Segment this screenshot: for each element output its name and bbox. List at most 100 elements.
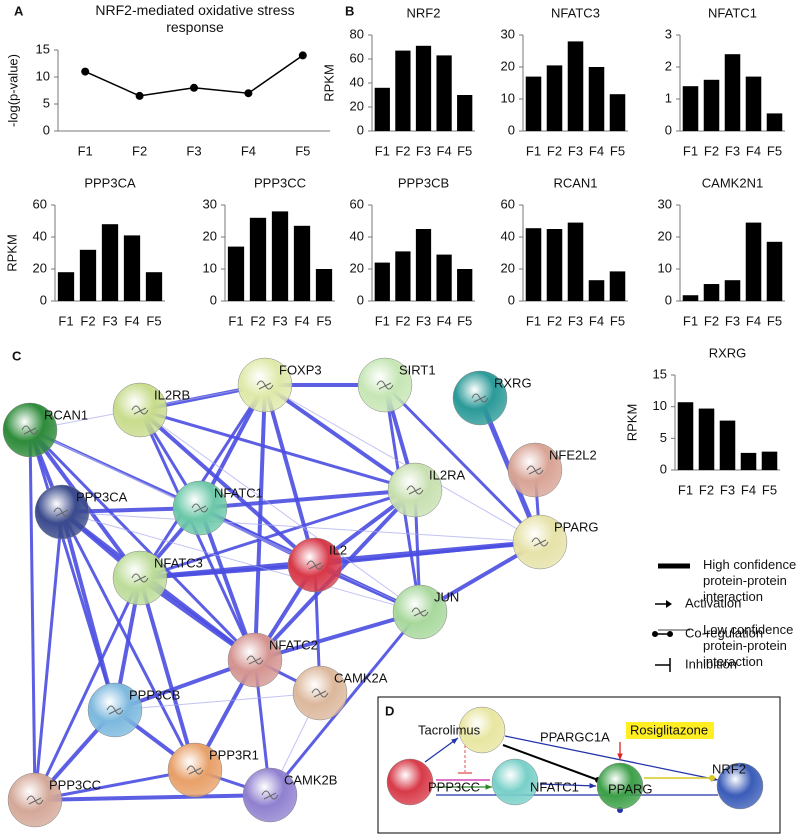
protein-structure xyxy=(311,688,329,698)
x-tick-label: F1 xyxy=(678,482,693,497)
bar xyxy=(101,224,119,301)
y-tick-label: 60 xyxy=(501,196,515,211)
interaction-edge xyxy=(34,793,271,802)
y-tick-label: 15 xyxy=(653,366,667,381)
x-tick-label: F5 xyxy=(767,313,782,328)
y-tick-label: 20 xyxy=(501,58,515,73)
pathway-label: PPARG xyxy=(608,781,653,796)
y-tick-label: 60 xyxy=(350,196,364,211)
point xyxy=(244,89,253,98)
y-tick-label: 60 xyxy=(350,50,364,65)
chart-title: PPP3CA xyxy=(84,175,136,190)
x-tick-label: F5 xyxy=(762,482,777,497)
y-tick-label: 1 xyxy=(665,90,672,105)
point xyxy=(298,51,307,60)
y-axis-label: RPKM xyxy=(321,64,336,102)
y-tick-label: 10 xyxy=(658,260,672,275)
x-tick-label: F2 xyxy=(250,313,265,328)
y-tick-label: 10 xyxy=(501,90,515,105)
x-tick-label: F2 xyxy=(704,143,719,158)
x-tick-label: F2 xyxy=(547,313,562,328)
x-tick-label: F1 xyxy=(526,143,541,158)
chart-title: NFATC3 xyxy=(551,5,600,20)
legend-coregulation-dot xyxy=(667,631,673,637)
y-tick-label: 40 xyxy=(501,228,515,243)
interaction-edge xyxy=(199,488,416,510)
drug-label: Tacrolimus xyxy=(418,722,481,737)
legend-label: Co-regulation xyxy=(685,625,763,640)
pathway-node xyxy=(458,706,506,754)
activation-edge xyxy=(424,737,459,763)
y-tick-label: 20 xyxy=(203,228,217,243)
bar xyxy=(374,262,390,301)
y-tick-label: 0 xyxy=(508,292,515,307)
x-tick-label: F5 xyxy=(457,143,472,158)
panel-label: D xyxy=(385,703,394,718)
interaction-edge xyxy=(33,511,64,801)
interaction-edge xyxy=(29,429,316,566)
protein-structure xyxy=(376,380,394,390)
bar xyxy=(745,222,762,301)
protein-label: PPP3R1 xyxy=(209,747,259,762)
legend-activation-head xyxy=(666,600,672,608)
x-tick-label: F4 xyxy=(746,313,761,328)
y-tick-label: 40 xyxy=(33,228,47,243)
bar xyxy=(271,211,289,301)
y-tick-label: 0 xyxy=(40,292,47,307)
x-tick-label: F1 xyxy=(58,313,73,328)
protein-structure xyxy=(131,405,149,415)
protein-structure xyxy=(411,607,429,617)
protein-label: IL2RB xyxy=(154,387,190,402)
x-tick-label: F3 xyxy=(416,143,431,158)
x-tick-label: F4 xyxy=(294,313,309,328)
interaction-edge xyxy=(139,409,421,613)
pathway-label: NRF2 xyxy=(712,761,746,776)
point xyxy=(81,67,90,76)
protein-structure xyxy=(306,560,324,570)
panel-label: C xyxy=(12,348,22,363)
y-tick-label: 20 xyxy=(501,260,515,275)
interaction-edge xyxy=(114,692,321,711)
y-tick-label: 30 xyxy=(501,26,515,41)
interaction-edge xyxy=(138,408,317,567)
bar xyxy=(609,94,626,131)
y-tick-label: 40 xyxy=(350,74,364,89)
drug-highlight xyxy=(626,722,714,739)
x-tick-label: F4 xyxy=(437,143,452,158)
interaction-edge xyxy=(28,428,257,662)
bar xyxy=(457,95,473,131)
bar xyxy=(374,87,390,131)
bar xyxy=(588,67,605,131)
interaction-edge xyxy=(33,577,142,801)
activation-edge-head xyxy=(451,738,458,744)
legend-label: High confidence protein-protein interact… xyxy=(703,557,797,604)
interaction-edge xyxy=(253,384,267,661)
protein-label: PPP3CA xyxy=(76,489,128,504)
pathway-label: NFATC1 xyxy=(530,779,579,794)
protein-label: NFATC3 xyxy=(154,555,203,570)
x-tick-label: F3 xyxy=(272,313,287,328)
bar xyxy=(677,402,694,470)
legend-coregulation-dot xyxy=(652,631,658,637)
bar xyxy=(525,76,542,131)
protein-structure xyxy=(471,393,489,403)
bar xyxy=(703,79,720,131)
bar xyxy=(457,269,473,301)
x-tick-label: F3 xyxy=(568,143,583,158)
x-tick-label: F4 xyxy=(589,143,604,158)
x-tick-label: F3 xyxy=(725,313,740,328)
legend-label: Activation xyxy=(685,595,741,610)
x-tick-label: F1 xyxy=(78,143,93,158)
bar xyxy=(766,241,783,301)
bar xyxy=(546,65,563,131)
bar xyxy=(315,269,333,301)
x-tick-label: F1 xyxy=(683,143,698,158)
protein-structure xyxy=(106,705,124,715)
bar xyxy=(719,420,736,470)
chart-title: RCAN1 xyxy=(553,175,597,190)
panel-label: B xyxy=(345,3,354,18)
x-tick-label: F2 xyxy=(132,143,147,158)
x-tick-label: F5 xyxy=(146,313,161,328)
